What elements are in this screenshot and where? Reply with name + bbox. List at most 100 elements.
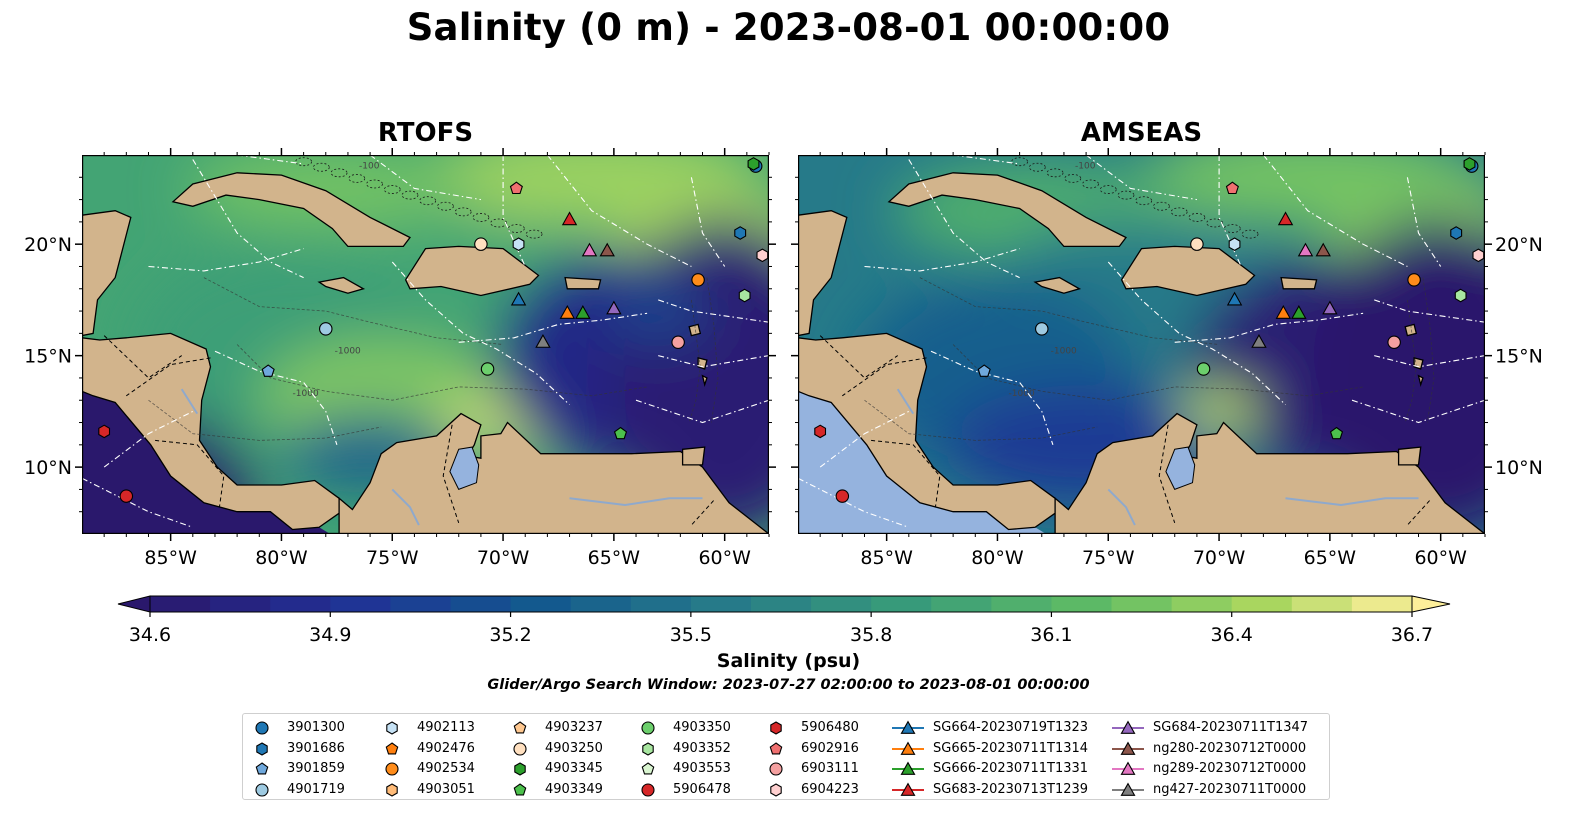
legend-item-label: 4903237 bbox=[545, 720, 603, 735]
marker-ng289-20230712T0000 bbox=[1297, 242, 1314, 257]
marker-4902113 bbox=[512, 237, 525, 252]
x-tick-label: 70°W bbox=[477, 547, 530, 569]
legend-marker-icon bbox=[1112, 761, 1144, 775]
marker-4902534 bbox=[691, 273, 705, 287]
marker-6903111 bbox=[671, 335, 685, 350]
marker-4901719 bbox=[319, 322, 333, 336]
legend-item-label: SG664-20230719T1323 bbox=[933, 720, 1089, 735]
legend-item-label: 4903349 bbox=[545, 781, 603, 797]
marker-ng280-20230712T0000 bbox=[1315, 242, 1331, 257]
svg-text:-100: -100 bbox=[359, 161, 380, 171]
legend-item-label: SG665-20230711T1314 bbox=[933, 740, 1089, 756]
marker-4903250 bbox=[1190, 237, 1204, 251]
legend-item-label: 4903051 bbox=[417, 781, 475, 797]
legend-marker-icon bbox=[769, 762, 783, 776]
marker-5906480 bbox=[814, 424, 827, 439]
legend: 3901300 3901686 3901859 4901719 4902113 49024… bbox=[242, 713, 1330, 800]
legend-item-label: 5906480 bbox=[801, 720, 859, 735]
legend-marker-icon bbox=[1112, 781, 1144, 796]
marker-SG683-20230713T1239 bbox=[1277, 211, 1294, 226]
colorbar-tick-label: 35.8 bbox=[850, 624, 892, 646]
legend-item-label: ng280-20230712T0000 bbox=[1153, 740, 1307, 756]
legend-item-label: 3901300 bbox=[287, 720, 345, 735]
legend-marker-icon bbox=[255, 782, 269, 797]
marker-4903350 bbox=[480, 362, 495, 376]
x-tick-label: 80°W bbox=[971, 547, 1024, 569]
search-window-text: Glider/Argo Search Window: 2023-07-27 02… bbox=[487, 677, 1090, 693]
figure-title: Salinity (0 m) - 2023-08-01 00:00:00 bbox=[406, 6, 1171, 49]
legend-item-label: 3901859 bbox=[287, 761, 345, 776]
legend-item-label: 4903345 bbox=[545, 761, 603, 776]
legend-item-label: 4903553 bbox=[673, 761, 731, 776]
legend-marker-icon bbox=[770, 782, 782, 797]
svg-text:-1000: -1000 bbox=[1009, 389, 1035, 399]
legend-marker-icon bbox=[641, 782, 655, 797]
marker-4903349 bbox=[1329, 426, 1344, 440]
colorbar: 34.6 34.9 35.2 35.5 35.8 36.1 36.4 36.7 bbox=[117, 595, 1451, 646]
legend-item-label: 3901686 bbox=[287, 740, 345, 756]
marker-4903250 bbox=[474, 237, 488, 251]
marker-SG664-20230719T1323 bbox=[1226, 291, 1243, 306]
legend-marker-icon bbox=[769, 741, 783, 754]
x-tick-label: 70°W bbox=[1193, 547, 1246, 569]
legend-item-label: 4903350 bbox=[673, 720, 731, 735]
legend-item-label: 5906478 bbox=[673, 781, 731, 797]
colorbar-tick-label: 36.1 bbox=[1030, 624, 1072, 646]
x-tick-label: 80°W bbox=[255, 547, 308, 569]
legend-item-label: 4902476 bbox=[417, 740, 475, 756]
legend-marker-icon bbox=[256, 741, 268, 756]
marker-5906478 bbox=[119, 489, 134, 503]
marker-4903350 bbox=[1196, 362, 1211, 376]
colorbar-tick-label: 35.2 bbox=[489, 624, 531, 646]
marker-4901719 bbox=[1035, 322, 1049, 336]
marker-SG684-20230711T1347 bbox=[1322, 300, 1338, 315]
legend-marker-icon bbox=[642, 741, 654, 756]
legend-marker-icon bbox=[514, 762, 526, 776]
y-tick-label: 10°N bbox=[24, 457, 72, 479]
legend-marker-icon bbox=[892, 720, 924, 734]
x-tick-label: 60°W bbox=[1414, 547, 1467, 569]
colorbar-tick-label: 34.6 bbox=[129, 624, 171, 646]
marker-5906480 bbox=[98, 424, 111, 439]
colorbar-tick-label: 36.7 bbox=[1391, 624, 1433, 646]
svg-text:-1000: -1000 bbox=[293, 389, 319, 399]
marker-6903111 bbox=[1387, 335, 1401, 350]
marker-SG665-20230711T1314 bbox=[1275, 305, 1292, 319]
x-tick-label: 85°W bbox=[144, 547, 197, 569]
legend-item-label: 4902113 bbox=[417, 720, 475, 735]
legend-item-label: SG684-20230711T1347 bbox=[1153, 720, 1309, 735]
marker-3901859 bbox=[261, 364, 275, 377]
legend-item-label: 4902534 bbox=[417, 761, 475, 776]
marker-6904223 bbox=[1472, 248, 1485, 263]
legend-marker-icon bbox=[641, 762, 655, 775]
marker-4903349 bbox=[613, 426, 628, 440]
legend-marker-icon bbox=[385, 741, 399, 754]
legend-marker-icon bbox=[513, 782, 527, 795]
legend-item-label: SG683-20230713T1239 bbox=[933, 781, 1089, 797]
legend-marker-icon bbox=[513, 721, 527, 734]
marker-ng427-20230711T0000 bbox=[535, 334, 551, 348]
legend-item-label: 4903352 bbox=[673, 740, 731, 756]
marker-4902113 bbox=[1228, 237, 1241, 252]
legend-marker-icon bbox=[892, 740, 924, 755]
y-tick-label: 15°N bbox=[1495, 346, 1543, 368]
marker-ng427-20230711T0000 bbox=[1251, 334, 1267, 348]
x-tick-label: 65°W bbox=[588, 547, 641, 569]
svg-text:-100: -100 bbox=[1075, 161, 1096, 171]
legend-marker-icon bbox=[513, 741, 527, 756]
marker-4903352 bbox=[738, 288, 751, 303]
legend-marker-icon bbox=[385, 762, 399, 776]
colorbar-tick-label: 35.5 bbox=[670, 624, 712, 646]
marker-4902534 bbox=[1407, 273, 1421, 287]
legend-item-label: ng427-20230711T0000 bbox=[1153, 781, 1307, 797]
legend-item-label: ng289-20230712T0000 bbox=[1153, 761, 1307, 776]
x-tick-label: 60°W bbox=[698, 547, 751, 569]
x-tick-label: 65°W bbox=[1304, 547, 1357, 569]
colorbar-tick-label: 36.4 bbox=[1211, 624, 1253, 646]
legend-item-label: 6904223 bbox=[801, 781, 859, 797]
marker-6902916 bbox=[509, 181, 523, 195]
marker-SG684-20230711T1347 bbox=[606, 300, 622, 315]
colorbar-tick-label: 34.9 bbox=[309, 624, 351, 646]
marker-6902916 bbox=[1225, 181, 1239, 195]
marker-SG683-20230713T1239 bbox=[561, 211, 578, 226]
